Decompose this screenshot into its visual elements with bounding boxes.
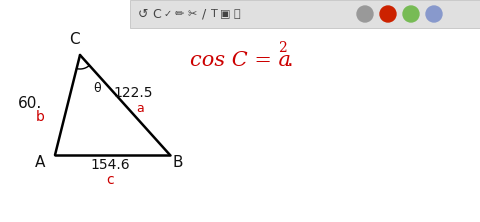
Text: ✓: ✓	[164, 9, 172, 19]
Text: A: A	[35, 155, 45, 170]
Text: /: /	[202, 8, 206, 20]
Text: 154.6: 154.6	[90, 158, 130, 172]
Text: ▣: ▣	[220, 9, 230, 19]
Text: ✏: ✏	[174, 9, 184, 19]
FancyBboxPatch shape	[130, 0, 480, 28]
Text: B: B	[173, 155, 183, 170]
Circle shape	[357, 6, 373, 22]
Text: 🖼: 🖼	[234, 9, 240, 19]
Text: .: .	[287, 50, 294, 70]
Text: C: C	[153, 8, 161, 20]
Text: T: T	[211, 9, 217, 19]
Text: 60.: 60.	[18, 95, 42, 111]
Text: 122.5: 122.5	[113, 86, 153, 100]
Text: θ: θ	[93, 81, 101, 95]
Text: C: C	[69, 32, 79, 48]
Text: ✂: ✂	[187, 9, 197, 19]
Text: ↺: ↺	[138, 8, 148, 20]
Circle shape	[426, 6, 442, 22]
Circle shape	[403, 6, 419, 22]
Text: c: c	[106, 173, 114, 187]
Text: b: b	[36, 110, 45, 124]
Text: cos C = a: cos C = a	[190, 50, 291, 69]
Text: a: a	[136, 101, 144, 115]
Text: 2: 2	[278, 41, 287, 55]
Circle shape	[380, 6, 396, 22]
